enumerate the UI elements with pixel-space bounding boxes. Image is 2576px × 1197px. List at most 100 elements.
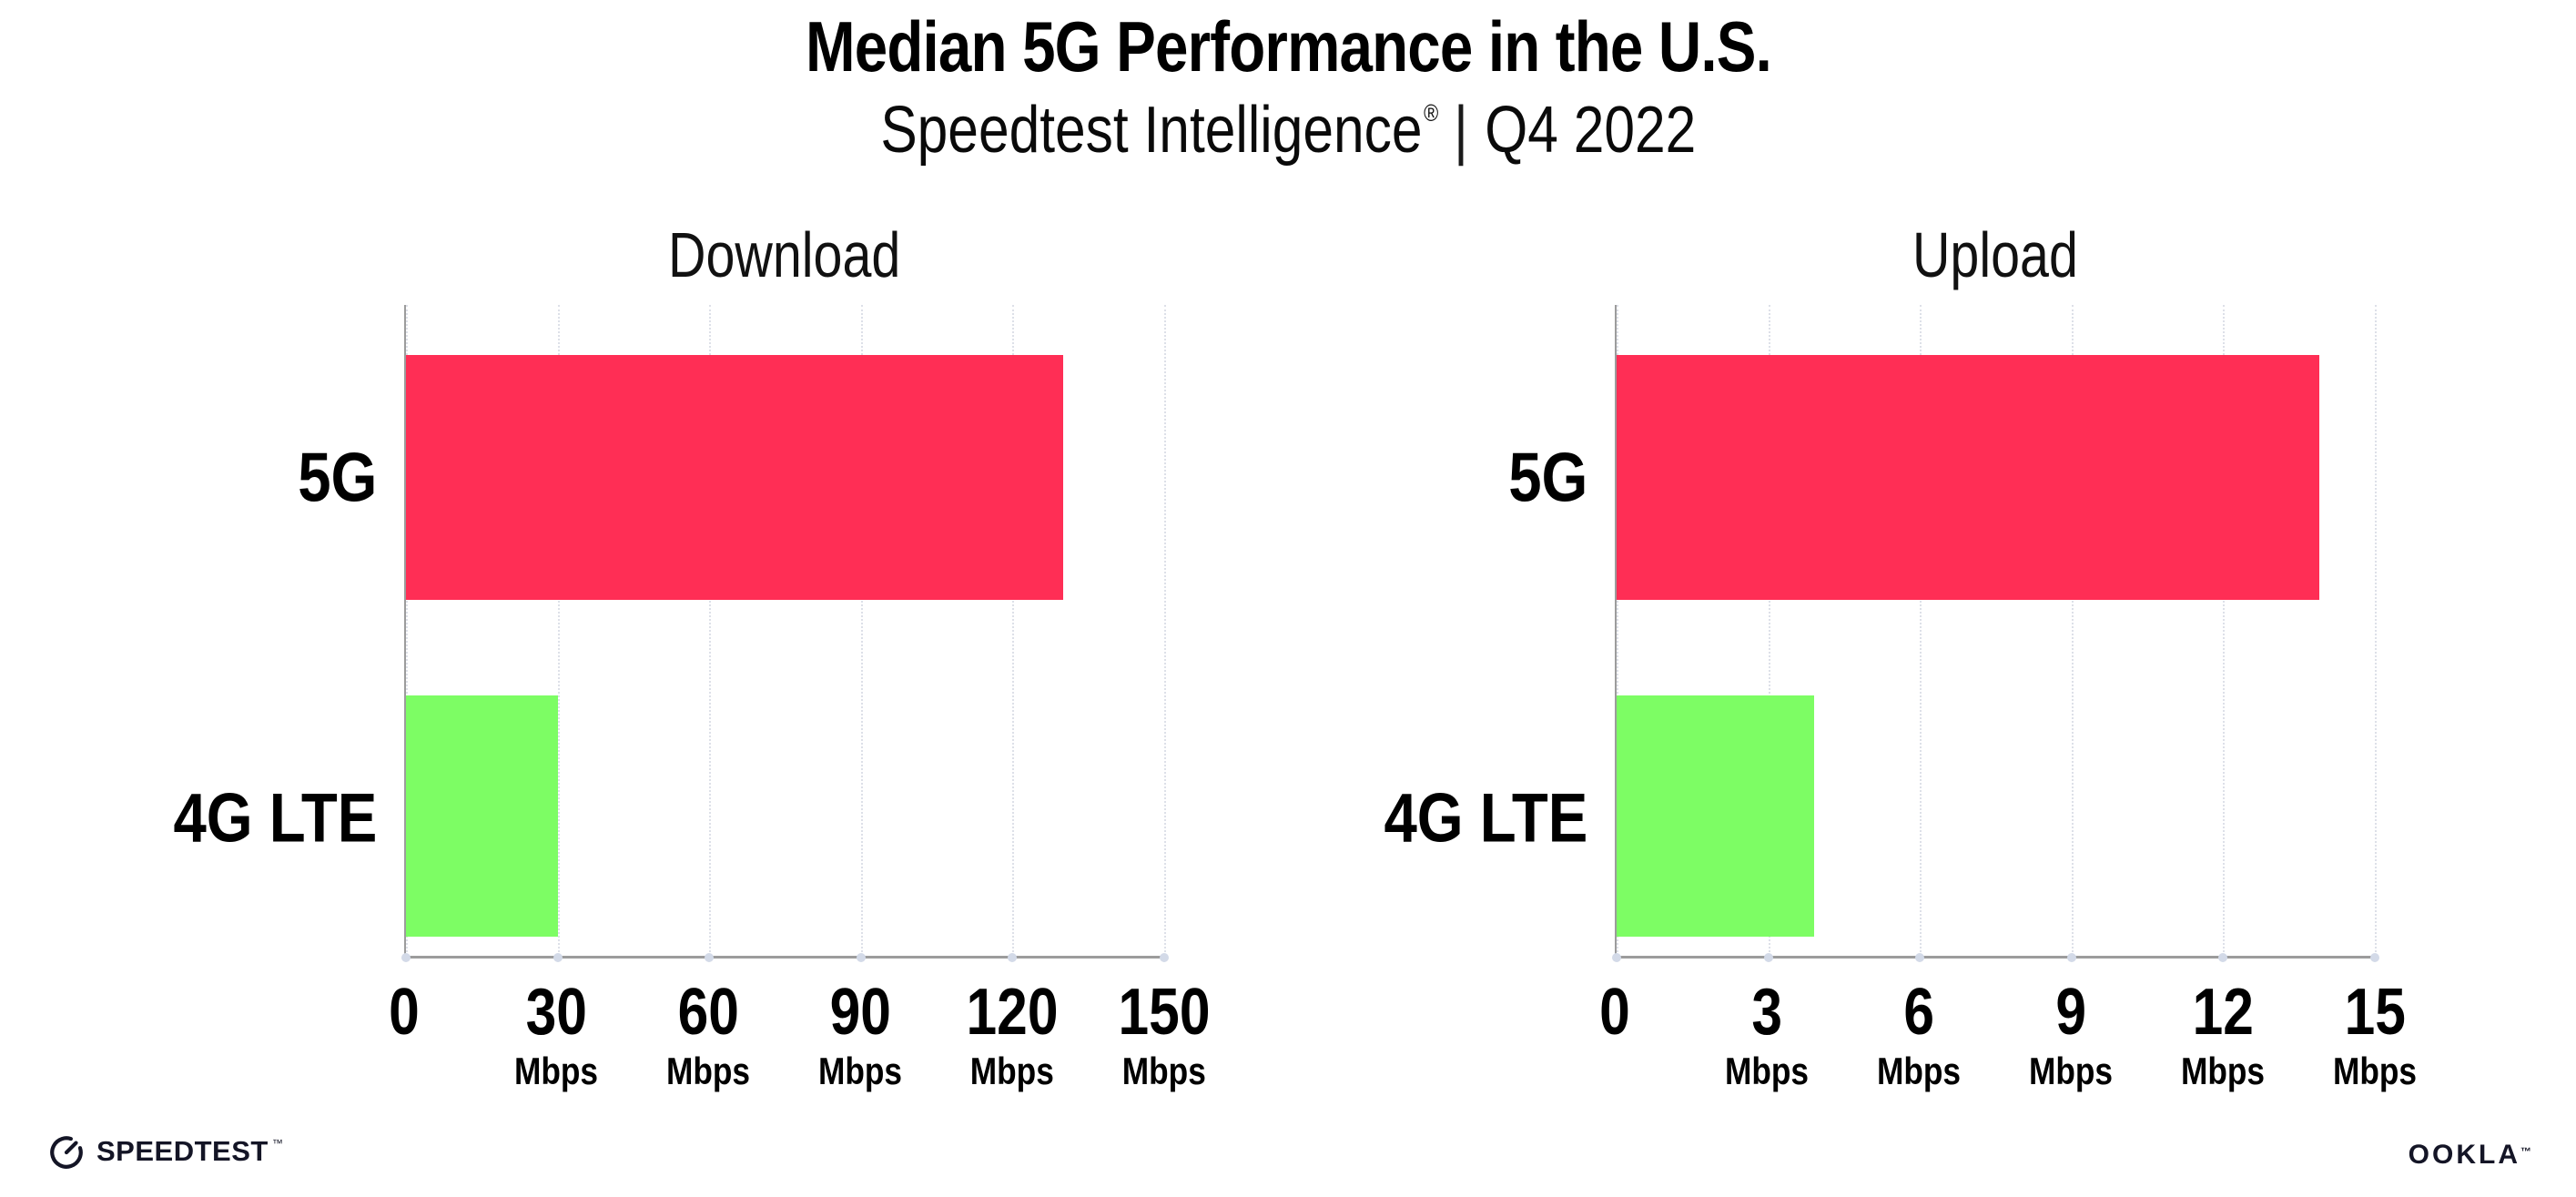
gridline bbox=[406, 305, 408, 956]
category-label-text: 5G bbox=[1507, 439, 1587, 517]
x-tick-unit: Mbps bbox=[2021, 1050, 2121, 1092]
category-label-4g-lte: 4G LTE bbox=[1211, 778, 1587, 857]
subtitle-brand: Speedtest Intelligence bbox=[880, 94, 1423, 167]
x-tick-value-text: 3 bbox=[1751, 976, 1782, 1049]
upload-x-axis: 0 3 Mbps 6 Mbps 9 Mbps 12 Mbps 15 Mbps bbox=[1599, 979, 2417, 1125]
x-tick-unit-text: Mbps bbox=[513, 1050, 599, 1092]
x-tick-value-text: 120 bbox=[966, 976, 1059, 1049]
gridline bbox=[1768, 305, 1770, 956]
x-tick-value-text: 60 bbox=[677, 976, 739, 1049]
x-tick-value: 90 bbox=[810, 979, 910, 1045]
category-label-text: 4G LTE bbox=[1384, 779, 1587, 857]
speedtest-trademark-mark: ™ bbox=[271, 1137, 283, 1150]
x-tick-unit: Mbps bbox=[1717, 1050, 1817, 1092]
category-label-4g-lte: 4G LTE bbox=[0, 778, 377, 857]
x-tick-0: 0 bbox=[1597, 979, 1633, 1045]
gridline bbox=[860, 305, 863, 956]
x-tick-unit-text: Mbps bbox=[2180, 1050, 2266, 1092]
axis-tick-dot bbox=[2066, 953, 2076, 962]
x-tick-value-text: 150 bbox=[1118, 976, 1211, 1049]
ookla-logo-text: OOKLA bbox=[2408, 1140, 2520, 1170]
x-tick-unit-text: Mbps bbox=[817, 1050, 903, 1092]
bar-5g bbox=[406, 355, 1063, 600]
bar-4g-lte bbox=[1617, 695, 1814, 937]
x-tick-value-text: 15 bbox=[2344, 976, 2406, 1049]
x-tick-120: 120 Mbps bbox=[958, 979, 1067, 1092]
x-tick-value: 30 bbox=[506, 979, 606, 1045]
gridline bbox=[557, 305, 560, 956]
x-tick-unit: Mbps bbox=[1110, 1050, 1219, 1092]
x-tick-value: 0 bbox=[386, 979, 422, 1045]
gridline bbox=[1617, 305, 1618, 956]
x-tick-unit: Mbps bbox=[958, 1050, 1067, 1092]
subtitle-period: Q4 2022 bbox=[1484, 94, 1696, 167]
gridline bbox=[1012, 305, 1015, 956]
download-chart-title: Download bbox=[404, 218, 1164, 291]
x-tick-unit: Mbps bbox=[2173, 1050, 2273, 1092]
speedtest-logo: SPEEDTEST ™ bbox=[47, 1132, 283, 1171]
x-tick-12: 12 Mbps bbox=[2173, 979, 2273, 1092]
axis-tick-dot bbox=[856, 953, 866, 962]
x-tick-value: 15 bbox=[2325, 979, 2425, 1045]
x-tick-value-text: 6 bbox=[1903, 976, 1934, 1049]
x-tick-0: 0 bbox=[386, 979, 422, 1045]
download-chart-title-text: Download bbox=[667, 219, 901, 290]
x-tick-unit: Mbps bbox=[1869, 1050, 1969, 1092]
x-tick-value: 9 bbox=[2021, 979, 2121, 1045]
x-tick-15: 15 Mbps bbox=[2325, 979, 2425, 1092]
upload-category-labels: 5G 4G LTE bbox=[1211, 305, 1587, 959]
x-tick-unit-text: Mbps bbox=[2028, 1050, 2114, 1092]
speedtest-gauge-icon bbox=[50, 1136, 83, 1169]
x-tick-60: 60 Mbps bbox=[658, 979, 758, 1092]
axis-tick-dot bbox=[401, 953, 411, 962]
speedtest-logo-text: SPEEDTEST bbox=[96, 1135, 269, 1167]
x-tick-value: 6 bbox=[1869, 979, 1969, 1045]
download-plot-area bbox=[401, 305, 1169, 962]
axis-tick-dot bbox=[1763, 953, 1773, 962]
axis-tick-dot bbox=[1160, 953, 1169, 962]
upload-plot-area bbox=[1612, 305, 2379, 962]
x-tick-9: 9 Mbps bbox=[2021, 979, 2121, 1092]
x-tick-6: 6 Mbps bbox=[1869, 979, 1969, 1092]
bar-4g-lte bbox=[406, 695, 558, 937]
page-subtitle: Speedtest Intelligence® | Q4 2022 bbox=[0, 93, 2576, 167]
download-category-labels: 5G 4G LTE bbox=[0, 305, 377, 959]
x-tick-unit: Mbps bbox=[506, 1050, 606, 1092]
upload-chart-title-text: Upload bbox=[1912, 219, 2078, 290]
axis-tick-dot bbox=[1915, 953, 1925, 962]
axis-tick-dot bbox=[1612, 953, 1621, 962]
category-label-text: 5G bbox=[297, 439, 377, 517]
x-tick-value: 150 bbox=[1110, 979, 1219, 1045]
gridline bbox=[2223, 305, 2226, 956]
x-tick-value-text: 0 bbox=[389, 976, 420, 1049]
axis-tick-dot bbox=[705, 953, 715, 962]
x-tick-value: 12 bbox=[2173, 979, 2273, 1045]
gridline bbox=[709, 305, 712, 956]
page-subtitle-text: Speedtest Intelligence® | Q4 2022 bbox=[880, 93, 1696, 167]
x-tick-90: 90 Mbps bbox=[810, 979, 910, 1092]
x-tick-value: 0 bbox=[1597, 979, 1633, 1045]
x-tick-value-text: 9 bbox=[2055, 976, 2086, 1049]
axis-tick-dot bbox=[1008, 953, 1018, 962]
category-label-5g: 5G bbox=[0, 439, 377, 518]
subtitle-divider: | bbox=[1453, 94, 1468, 167]
x-tick-unit-text: Mbps bbox=[1876, 1050, 1962, 1092]
x-tick-unit-text: Mbps bbox=[2332, 1050, 2418, 1092]
download-x-axis: 0 30 Mbps 60 Mbps 90 Mbps 120 Mbps 150 Mbps bbox=[389, 979, 1210, 1125]
x-tick-value-text: 0 bbox=[1599, 976, 1630, 1049]
x-tick-value-text: 90 bbox=[829, 976, 891, 1049]
x-tick-unit: Mbps bbox=[810, 1050, 910, 1092]
x-tick-value-text: 12 bbox=[2192, 976, 2254, 1049]
gridline bbox=[2071, 305, 2074, 956]
x-tick-30: 30 Mbps bbox=[506, 979, 606, 1092]
gridline bbox=[1920, 305, 1922, 956]
page-title-text: Median 5G Performance in the U.S. bbox=[805, 6, 1772, 86]
gridline bbox=[1164, 305, 1166, 956]
download-chart: Download 5G 4G LTE 0 30 Mbps 60 Mbps 90 Mbps 120… bbox=[0, 218, 1210, 1129]
x-tick-unit: Mbps bbox=[658, 1050, 758, 1092]
upload-chart: Upload 5G 4G LTE 0 3 Mbps 6 Mbps 9 Mbps 12 Mbps 15… bbox=[1211, 218, 2417, 1129]
x-tick-unit-text: Mbps bbox=[1724, 1050, 1810, 1092]
x-tick-unit-text: Mbps bbox=[969, 1050, 1055, 1092]
x-tick-3: 3 Mbps bbox=[1717, 979, 1817, 1092]
axis-tick-dot bbox=[2370, 953, 2379, 962]
